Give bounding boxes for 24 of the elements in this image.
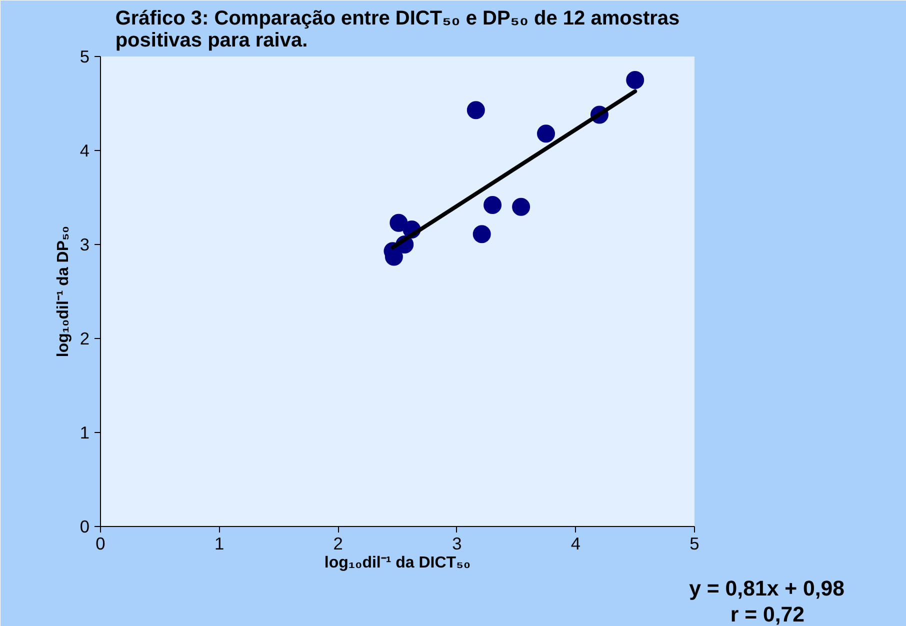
- point: [466, 101, 485, 120]
- text: y = 0,81x + 0,98: [689, 576, 845, 600]
- y-tick-label: 5: [80, 46, 90, 66]
- text: r = 0,72: [730, 602, 805, 626]
- x-tick-label: 5: [690, 534, 700, 554]
- point: [512, 198, 530, 216]
- x-tick-label: 4: [570, 534, 581, 554]
- y-tick-label: 3: [80, 234, 90, 254]
- y-tick-label: 4: [80, 140, 90, 160]
- x-axis-title: log₁₀dil⁻¹ da DICT₅₀: [324, 554, 471, 572]
- x-tick-label: 3: [452, 534, 462, 554]
- y-tick-label: 2: [80, 328, 90, 348]
- y-tick-label: 1: [80, 422, 90, 442]
- chart-title: Gráfico 3: Comparação entre DICT₅₀ e DP₅₀ de 12 amostras positivas para raiva.: [115, 8, 680, 52]
- point: [537, 124, 555, 143]
- y-axis-title: log₁₀dil⁻¹ da DP₅₀: [54, 226, 72, 358]
- point: [626, 71, 644, 89]
- point: [484, 196, 502, 214]
- point: [472, 225, 491, 244]
- point: [390, 214, 408, 232]
- x-tick-label: 1: [214, 534, 224, 554]
- y-tick-label: 0: [80, 516, 90, 536]
- x-tick-label: 0: [96, 534, 106, 554]
- x-tick-label: 2: [333, 534, 343, 554]
